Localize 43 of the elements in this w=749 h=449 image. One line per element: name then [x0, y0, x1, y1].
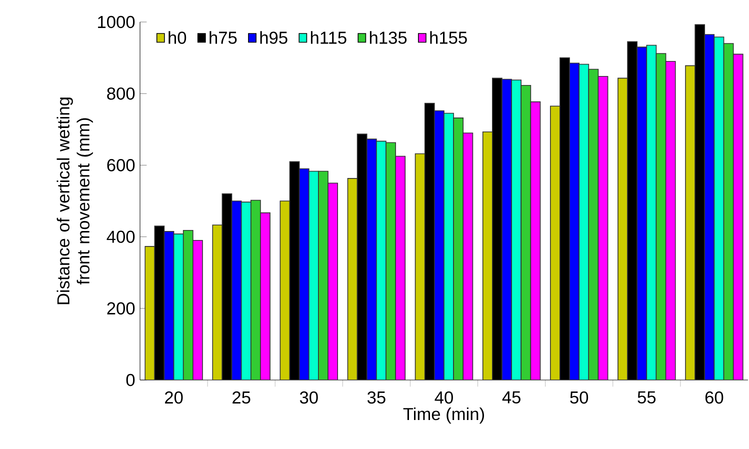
legend-label: h115 — [310, 31, 346, 44]
legend-label: h155 — [430, 31, 467, 44]
bar — [347, 178, 358, 380]
bar — [520, 84, 532, 380]
legend-label: h95 — [260, 31, 288, 44]
bar — [462, 132, 474, 380]
x-tick-label: 45 — [502, 391, 520, 404]
bar — [588, 68, 599, 380]
y-axis-title: Distance of vertical wetting front movement (mm) — [56, 98, 93, 304]
x-tick-label: 20 — [165, 391, 183, 404]
bar — [598, 76, 608, 380]
bar — [656, 53, 666, 380]
bar — [723, 43, 734, 380]
x-tick-label: 40 — [434, 391, 453, 404]
bar — [732, 54, 744, 380]
y-tick-label: 200 — [107, 302, 135, 315]
bar — [714, 36, 724, 380]
x-axis-title: Time (min) — [403, 407, 484, 424]
bar — [280, 200, 290, 380]
x-tick-label: 25 — [232, 391, 250, 404]
x-tick-label: 60 — [705, 391, 724, 404]
y-tick-label: 800 — [107, 87, 135, 100]
bar — [414, 153, 426, 380]
bar — [240, 202, 252, 380]
y-tick-label: 0 — [126, 374, 135, 386]
legend-label: h135 — [370, 31, 407, 44]
bar — [173, 234, 184, 380]
bar — [665, 60, 676, 380]
y-tick-label: 400 — [106, 230, 135, 243]
bar — [646, 44, 657, 380]
x-tick-label: 30 — [300, 391, 318, 404]
bar — [578, 64, 590, 380]
bar — [482, 131, 493, 380]
legend-label: h75 — [210, 31, 237, 44]
legend-label: h0 — [168, 31, 186, 44]
y-tick-label: 600 — [107, 159, 135, 172]
bar — [212, 224, 223, 380]
y-tick-label: 1000 — [98, 16, 135, 28]
x-tick-label: 55 — [638, 391, 656, 404]
x-tick-label: 35 — [367, 391, 386, 404]
x-tick-label: 50 — [570, 391, 588, 404]
bar — [530, 101, 541, 380]
bar — [395, 156, 406, 380]
